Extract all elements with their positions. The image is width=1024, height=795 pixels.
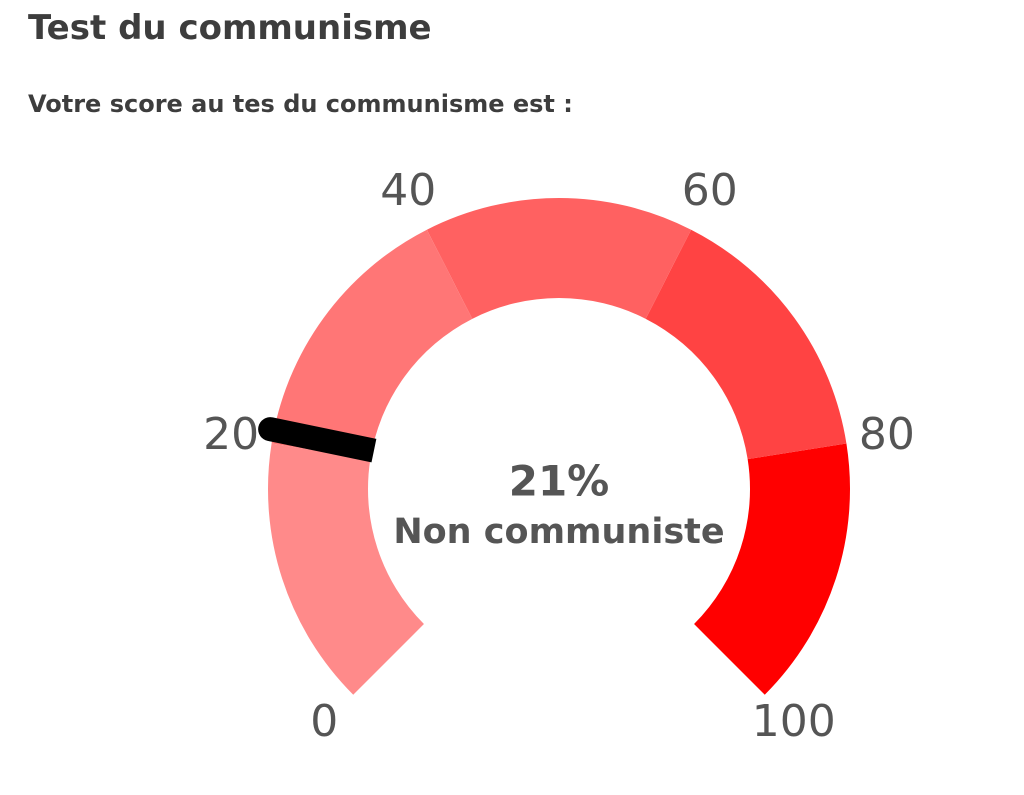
gauge-band (426, 198, 692, 319)
gauge-needle-tip (258, 417, 283, 442)
gauge-band (645, 229, 847, 460)
page-subtitle: Votre score au tes du communisme est : (28, 90, 573, 118)
gauge-tick-label: 80 (859, 409, 915, 460)
gauge-value: 21% (509, 457, 610, 506)
gauge-band (268, 443, 424, 695)
gauge-tick-label: 60 (682, 165, 738, 216)
gauge-band (271, 229, 473, 460)
gauge-tick-label: 40 (380, 165, 436, 216)
gauge-label: Non communiste (393, 512, 724, 552)
gauge-tick-label: 0 (310, 696, 338, 747)
gauge-tick-label: 20 (203, 409, 259, 460)
page-title: Test du communisme (28, 8, 432, 48)
gauge-band (694, 443, 850, 695)
gauge-tick-label: 100 (752, 696, 836, 747)
gauge-needle (267, 417, 377, 463)
